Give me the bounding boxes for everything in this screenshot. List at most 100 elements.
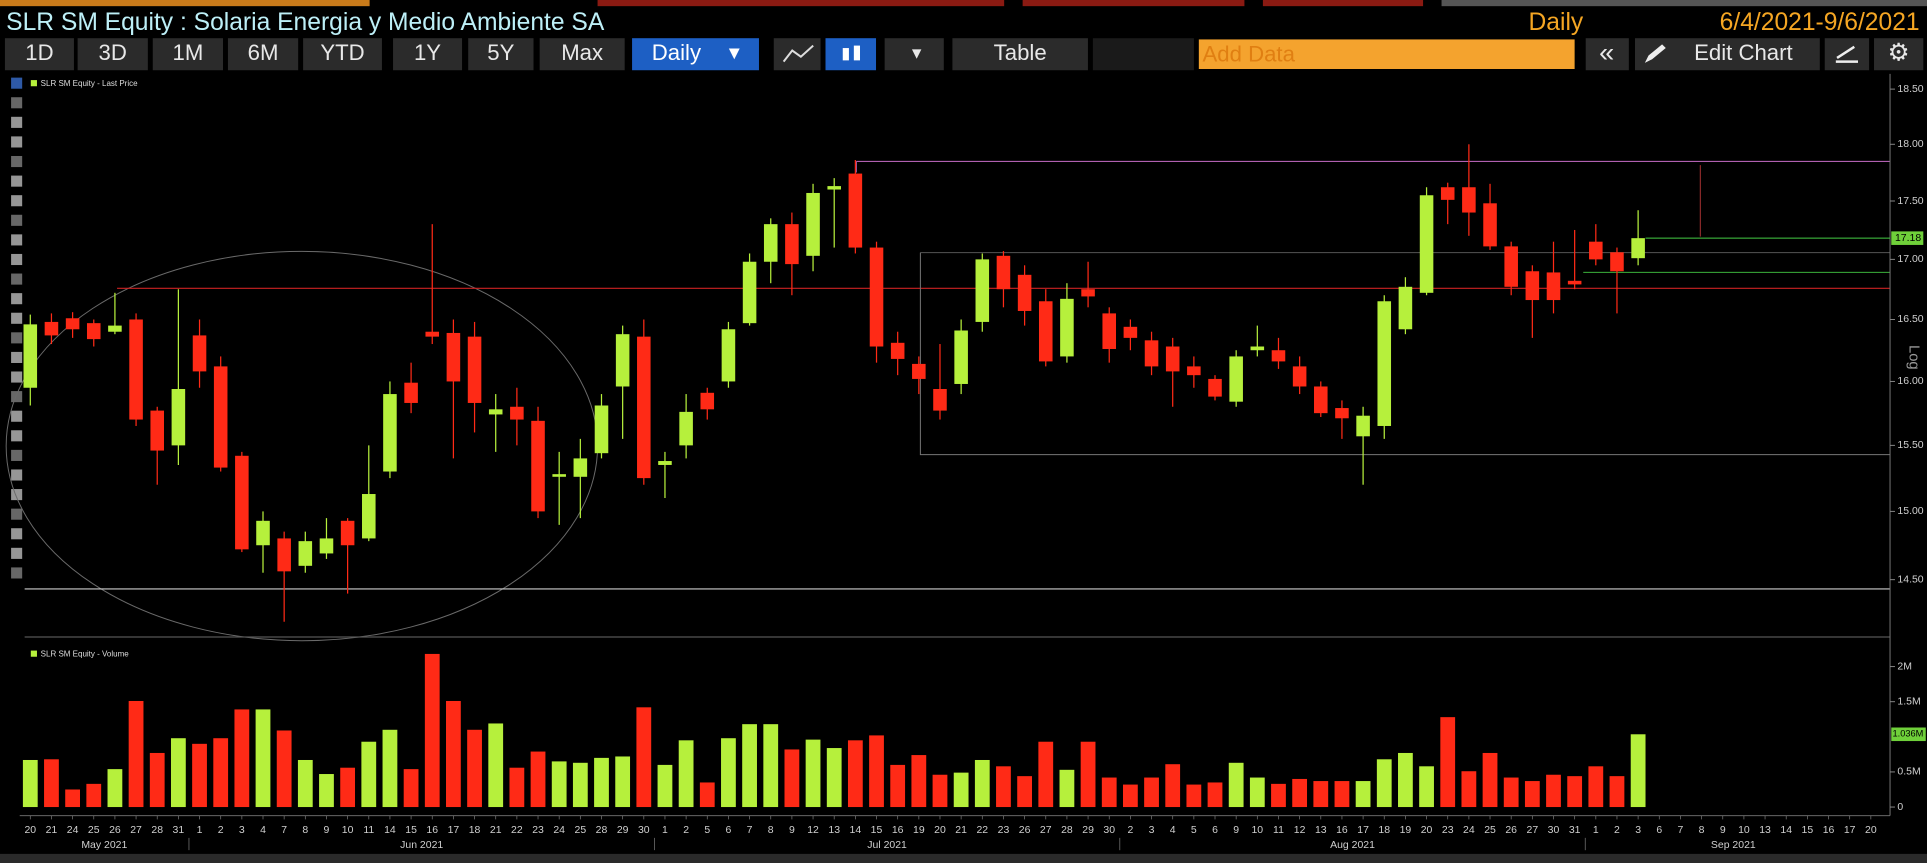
tool-icon[interactable] bbox=[11, 528, 23, 540]
annotate-icon bbox=[1835, 45, 1859, 63]
volume-bar bbox=[488, 723, 504, 808]
period-button[interactable] bbox=[152, 38, 224, 71]
more-button[interactable] bbox=[884, 38, 944, 71]
x-tick-label: 3 bbox=[1635, 825, 1641, 836]
candle-body bbox=[827, 186, 841, 190]
tool-icon[interactable] bbox=[11, 253, 23, 266]
x-tick-label: 4 bbox=[260, 825, 266, 836]
volume-bar bbox=[65, 789, 80, 808]
period-button[interactable] bbox=[227, 38, 299, 71]
x-tick-label: 8 bbox=[768, 825, 774, 836]
period-button[interactable] bbox=[4, 38, 74, 71]
frequency-button[interactable] bbox=[632, 38, 759, 71]
x-tick-label: 15 bbox=[1802, 825, 1814, 836]
table-button[interactable] bbox=[952, 38, 1088, 71]
volume-bar bbox=[361, 741, 377, 808]
volume-bar bbox=[1355, 781, 1371, 808]
volume-bar bbox=[1271, 783, 1286, 808]
tool-icon[interactable] bbox=[11, 273, 23, 285]
period-button[interactable] bbox=[77, 38, 148, 71]
collapse-button[interactable] bbox=[1585, 38, 1629, 71]
tool-icon[interactable] bbox=[11, 410, 23, 422]
tool-icon[interactable] bbox=[11, 449, 23, 461]
candle-body bbox=[425, 331, 440, 337]
tab[interactable] bbox=[1441, 0, 1927, 7]
volume-bar bbox=[44, 759, 59, 808]
candle-body bbox=[1419, 195, 1434, 293]
tool-icon[interactable] bbox=[11, 214, 23, 226]
tool-icon[interactable] bbox=[11, 332, 23, 344]
tool-icon[interactable] bbox=[11, 391, 23, 403]
add-data-input[interactable] bbox=[1198, 39, 1575, 70]
volume-bar bbox=[1482, 752, 1498, 808]
x-tick-label: 6 bbox=[1656, 825, 1662, 836]
volume-bar bbox=[826, 748, 842, 808]
pencil-icon bbox=[1644, 44, 1666, 63]
tab[interactable] bbox=[1262, 0, 1424, 7]
candle-body bbox=[383, 394, 397, 472]
x-tick-label: 9 bbox=[1720, 825, 1726, 836]
volume-bar bbox=[255, 709, 271, 808]
candle-body bbox=[954, 330, 968, 384]
tab[interactable] bbox=[1022, 0, 1245, 7]
tool-icon[interactable] bbox=[11, 489, 23, 501]
volume-bar bbox=[403, 769, 419, 808]
tab[interactable] bbox=[597, 0, 1005, 7]
y-tick-label: 0.5M bbox=[1897, 767, 1920, 778]
tool-icon[interactable] bbox=[11, 371, 23, 383]
tool-icon[interactable] bbox=[11, 136, 23, 148]
candle-body bbox=[658, 461, 672, 465]
x-tick-label: 5 bbox=[1191, 825, 1197, 836]
candle-body bbox=[1546, 272, 1561, 301]
candle-body bbox=[277, 538, 291, 572]
x-tick-label: 31 bbox=[173, 825, 185, 836]
tab[interactable] bbox=[0, 0, 370, 7]
x-tick-label: 28 bbox=[596, 825, 608, 836]
tool-icon[interactable] bbox=[11, 155, 23, 168]
annotate-button[interactable] bbox=[1824, 38, 1870, 71]
x-tick-label: 26 bbox=[1505, 825, 1517, 836]
tool-icon[interactable] bbox=[11, 312, 23, 324]
volume-bar bbox=[784, 749, 800, 808]
x-tick-label: 30 bbox=[1548, 825, 1560, 836]
tool-icon[interactable] bbox=[11, 508, 23, 520]
period-button[interactable] bbox=[393, 38, 463, 71]
candle-body bbox=[1483, 203, 1497, 247]
volume-bar bbox=[932, 774, 948, 808]
tool-icon[interactable] bbox=[11, 175, 23, 187]
volume-bar bbox=[1524, 781, 1540, 808]
period-button[interactable] bbox=[468, 38, 534, 71]
candle-body bbox=[192, 335, 207, 372]
tool-icon[interactable] bbox=[11, 97, 23, 109]
candle-body bbox=[1440, 187, 1455, 200]
settings-button[interactable] bbox=[1874, 38, 1924, 71]
candle-body bbox=[1081, 289, 1095, 297]
period-button[interactable] bbox=[303, 38, 382, 71]
candle-body bbox=[594, 405, 609, 454]
x-tick-label: 10 bbox=[1738, 825, 1750, 836]
tool-icon[interactable] bbox=[11, 77, 23, 89]
volume-bar bbox=[509, 767, 525, 808]
tool-icon[interactable] bbox=[11, 567, 23, 579]
tool-icon[interactable] bbox=[11, 547, 23, 559]
edit-chart-button[interactable] bbox=[1634, 38, 1820, 71]
x-tick-label: 1 bbox=[1593, 825, 1599, 836]
tool-icon[interactable] bbox=[11, 293, 23, 305]
tool-icon[interactable] bbox=[11, 195, 23, 207]
period-button[interactable] bbox=[539, 38, 625, 71]
tool-icon[interactable] bbox=[11, 234, 23, 246]
candle-body bbox=[763, 224, 778, 262]
tool-icon[interactable] bbox=[11, 469, 23, 481]
candle-chart-button[interactable] bbox=[825, 38, 877, 71]
volume-bar bbox=[1461, 771, 1477, 808]
x-tick-label: 2 bbox=[1614, 825, 1620, 836]
candle-body bbox=[510, 406, 524, 420]
tool-icon[interactable] bbox=[11, 430, 23, 442]
candle-body bbox=[1525, 271, 1540, 301]
month-label: Jul 2021 bbox=[867, 840, 907, 851]
tool-icon[interactable] bbox=[11, 351, 23, 363]
volume-bar bbox=[1207, 782, 1223, 808]
tool-icon[interactable] bbox=[11, 116, 23, 128]
candle-body bbox=[1017, 274, 1032, 311]
x-tick-label: 1 bbox=[662, 825, 668, 836]
